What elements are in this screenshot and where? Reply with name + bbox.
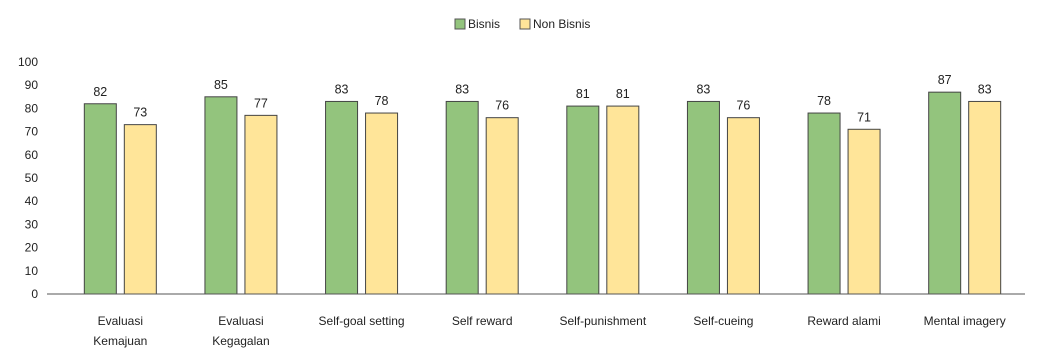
y-tick-label: 100: [18, 55, 38, 69]
value-label: 73: [133, 106, 147, 120]
x-category-label: Kemajuan: [93, 334, 147, 348]
value-label: 78: [375, 94, 389, 108]
bar-bisnis-5: [566, 105, 600, 295]
bars-group: 82 73 85 77 83 78 83 76 81 81 83 76 78 71 87 83: [83, 73, 1002, 295]
value-label: 83: [335, 82, 349, 96]
bar-non-bisnis-3: [365, 112, 399, 295]
value-label: 83: [696, 82, 710, 96]
value-label: 76: [495, 99, 509, 113]
bar-non-bisnis-2: [244, 114, 278, 295]
x-category-label: Kegagalan: [212, 334, 269, 348]
x-category-label: Reward alami: [807, 314, 880, 328]
bar-bisnis-7: [807, 112, 841, 295]
value-label: 83: [455, 82, 469, 96]
value-label: 82: [93, 85, 107, 99]
y-tick-label: 80: [25, 101, 39, 115]
y-tick-label: 10: [25, 264, 39, 278]
x-category-label: Self-punishment: [559, 314, 646, 328]
x-category-label: Evaluasi: [98, 314, 143, 328]
bar-non-bisnis-5: [606, 105, 640, 295]
value-label: 85: [214, 78, 228, 92]
value-label: 71: [857, 110, 871, 124]
legend-label-2: Non Bisnis: [533, 17, 590, 31]
value-label: 81: [616, 87, 630, 101]
y-tick-label: 0: [31, 287, 38, 301]
x-category-label: Evaluasi: [218, 314, 263, 328]
y-tick-label: 30: [25, 217, 39, 231]
y-tick-label: 50: [25, 171, 39, 185]
bar-bisnis-8: [928, 91, 962, 295]
y-tick-label: 60: [25, 148, 39, 162]
legend-swatch-1: [454, 18, 466, 30]
bar-bisnis-1: [83, 103, 117, 295]
bar-bisnis-4: [445, 100, 479, 295]
x-category-label: Self-goal setting: [319, 314, 405, 328]
x-axis: Evaluasi Kemajuan Evaluasi Kegagalan Self-go…: [47, 293, 1025, 348]
y-tick-label: 70: [25, 125, 39, 139]
bar-bisnis-2: [204, 96, 238, 295]
x-category-label: Self reward: [452, 314, 513, 328]
x-category-label: Mental imagery: [924, 314, 1006, 328]
value-label: 78: [817, 94, 831, 108]
legend: Bisnis Non Bisnis: [454, 17, 590, 31]
bar-non-bisnis-8: [968, 100, 1002, 295]
legend-label-1: Bisnis: [468, 17, 500, 31]
value-label: 87: [938, 73, 952, 87]
bar-bisnis-6: [686, 100, 720, 295]
y-tick-label: 40: [25, 194, 39, 208]
value-label: 77: [254, 96, 268, 110]
bar-non-bisnis-4: [485, 117, 519, 295]
bar-non-bisnis-1: [123, 124, 157, 295]
value-label: 81: [576, 87, 590, 101]
bar-non-bisnis-7: [847, 128, 881, 295]
y-tick-label: 20: [25, 241, 39, 255]
legend-swatch-2: [519, 18, 531, 30]
value-label: 76: [736, 99, 750, 113]
y-tick-label: 90: [25, 78, 39, 92]
x-category-label: Self-cueing: [693, 314, 753, 328]
bar-non-bisnis-6: [726, 117, 760, 295]
value-label: 83: [978, 82, 992, 96]
y-axis: 0 10 20 30 40 50 60 70 80 90 100: [18, 55, 38, 301]
bar-bisnis-3: [325, 100, 359, 295]
